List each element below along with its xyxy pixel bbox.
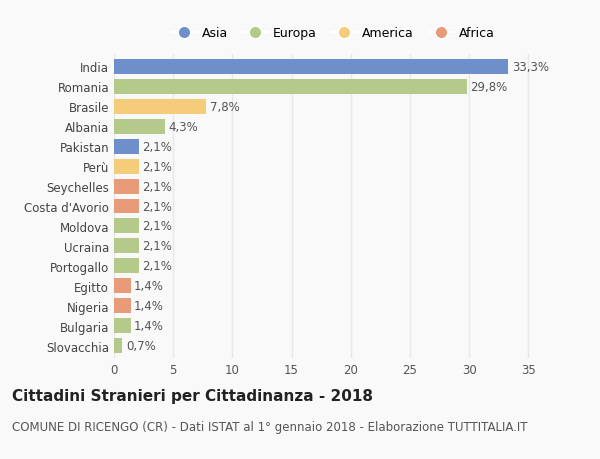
Text: 2,1%: 2,1% bbox=[142, 260, 172, 273]
Text: 1,4%: 1,4% bbox=[134, 280, 164, 293]
Text: 1,4%: 1,4% bbox=[134, 300, 164, 313]
Bar bbox=[114, 119, 165, 134]
Bar bbox=[114, 139, 139, 154]
Text: 2,1%: 2,1% bbox=[142, 220, 172, 233]
Text: 33,3%: 33,3% bbox=[512, 61, 549, 73]
Bar bbox=[114, 60, 508, 74]
Bar bbox=[114, 100, 206, 114]
Text: 2,1%: 2,1% bbox=[142, 200, 172, 213]
Text: 7,8%: 7,8% bbox=[210, 101, 239, 113]
Text: 0,7%: 0,7% bbox=[126, 340, 155, 353]
Bar bbox=[114, 339, 122, 353]
Text: 2,1%: 2,1% bbox=[142, 140, 172, 153]
Bar bbox=[114, 299, 131, 313]
Text: COMUNE DI RICENGO (CR) - Dati ISTAT al 1° gennaio 2018 - Elaborazione TUTTITALIA: COMUNE DI RICENGO (CR) - Dati ISTAT al 1… bbox=[12, 420, 527, 433]
Bar bbox=[114, 279, 131, 294]
Text: 1,4%: 1,4% bbox=[134, 319, 164, 333]
Bar bbox=[114, 179, 139, 194]
Bar bbox=[114, 219, 139, 234]
Text: 2,1%: 2,1% bbox=[142, 240, 172, 253]
Bar bbox=[114, 199, 139, 214]
Bar bbox=[114, 259, 139, 274]
Text: 2,1%: 2,1% bbox=[142, 160, 172, 173]
Bar bbox=[114, 239, 139, 254]
Text: 2,1%: 2,1% bbox=[142, 180, 172, 193]
Bar bbox=[114, 159, 139, 174]
Bar bbox=[114, 319, 131, 334]
Text: Cittadini Stranieri per Cittadinanza - 2018: Cittadini Stranieri per Cittadinanza - 2… bbox=[12, 388, 373, 403]
Text: 4,3%: 4,3% bbox=[169, 120, 198, 133]
Legend: Asia, Europa, America, Africa: Asia, Europa, America, Africa bbox=[167, 22, 499, 45]
Bar bbox=[114, 79, 467, 95]
Text: 29,8%: 29,8% bbox=[470, 80, 508, 94]
